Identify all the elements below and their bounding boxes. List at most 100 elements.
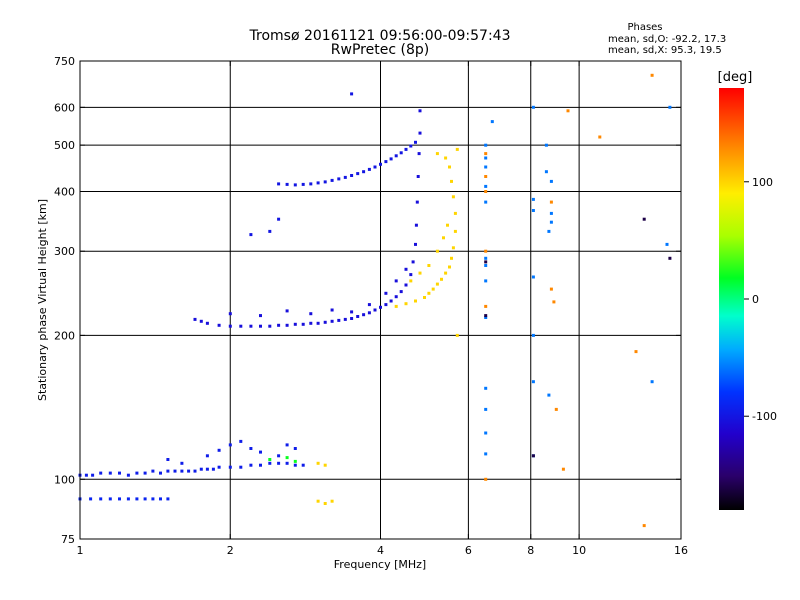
chart-subtitle: RwPretec (8p) [331, 42, 429, 58]
data-point [598, 135, 602, 139]
colorbar-unit: [deg] [718, 70, 753, 85]
data-point [435, 152, 439, 156]
data-point [427, 264, 431, 267]
data-point [531, 197, 535, 201]
data-point [180, 461, 184, 465]
data-point [91, 473, 95, 477]
data-point [418, 109, 422, 113]
y-tick-label: 600 [54, 101, 75, 114]
data-point [159, 497, 162, 501]
data-point [384, 160, 388, 164]
data-point [268, 461, 272, 465]
data-point [108, 471, 112, 475]
x-tick-label: 16 [674, 544, 688, 557]
data-point [217, 323, 221, 327]
data-point [484, 431, 488, 435]
data-point [362, 170, 366, 174]
data-point [442, 236, 445, 240]
data-point [418, 271, 422, 275]
data-point [384, 303, 388, 307]
data-point [451, 246, 455, 250]
data-point [650, 380, 654, 384]
data-point [484, 304, 488, 308]
data-point [399, 290, 403, 294]
data-point [259, 324, 262, 328]
data-point [277, 461, 281, 465]
x-tick-label: 6 [465, 544, 472, 557]
data-point [446, 223, 449, 227]
data-point [399, 151, 403, 155]
data-point [394, 279, 398, 283]
grid [80, 61, 681, 539]
y-tick-label: 75 [61, 533, 75, 546]
data-point [367, 303, 371, 307]
data-point [394, 295, 398, 299]
x-tick-label: 2 [227, 544, 234, 557]
data-point [323, 180, 327, 184]
data-point [259, 450, 262, 454]
data-point [285, 182, 289, 186]
data-point [484, 477, 488, 481]
data-point [118, 497, 121, 501]
data-point [350, 310, 354, 314]
data-point [549, 179, 553, 183]
data-point [323, 502, 327, 505]
data-point [484, 279, 488, 283]
data-point [126, 497, 130, 501]
chart-title: Tromsø 20161121 09:56:00-09:57:43 [249, 28, 511, 44]
data-point [205, 454, 209, 458]
data-point [404, 147, 408, 151]
data-point [277, 323, 281, 327]
data-point [316, 181, 320, 185]
data-point [293, 459, 297, 463]
data-point [330, 499, 334, 503]
data-point [309, 312, 313, 316]
data-point [404, 302, 408, 306]
data-point [484, 165, 488, 169]
data-point [373, 308, 377, 312]
data-point [531, 275, 535, 279]
data-point [151, 469, 155, 473]
colorbar-tick-label: -100 [752, 410, 777, 423]
data-point [301, 322, 305, 326]
data-point [285, 461, 289, 465]
data-point [301, 463, 305, 467]
data-point [205, 467, 209, 471]
data-point [414, 299, 417, 303]
data-point [239, 439, 243, 443]
stats-x-line: mean, sd,X: 95.3, 19.5 [608, 45, 722, 56]
data-point [293, 447, 297, 450]
data-point [228, 324, 232, 328]
data-point [277, 217, 281, 221]
data-point [409, 273, 413, 277]
data-point [277, 454, 281, 458]
data-point [84, 473, 88, 477]
data-point [484, 249, 488, 253]
data-point [448, 265, 451, 269]
data-point [414, 242, 417, 246]
data-point [350, 317, 354, 320]
data-point [268, 229, 272, 233]
data-point [249, 447, 253, 450]
data-point [323, 320, 327, 324]
data-point [549, 200, 553, 204]
data-point [356, 172, 360, 176]
data-point [450, 256, 453, 260]
colorbar-ticks: 100 0 -100 [744, 176, 777, 423]
stats-o-line: mean, sd,O: -92.2, 17.3 [608, 34, 726, 45]
data-point [135, 497, 139, 501]
data-point [268, 324, 272, 328]
data-point [228, 312, 232, 316]
data-point [293, 183, 297, 187]
data-point [249, 463, 253, 467]
y-tick-label: 200 [54, 329, 75, 342]
data-point [566, 109, 570, 113]
data-point [126, 473, 130, 477]
data-point [166, 458, 170, 461]
colorbar-tick-label: 100 [752, 176, 773, 189]
data-point [544, 170, 548, 174]
data-point [453, 229, 457, 233]
data-point [455, 333, 459, 337]
data-point [187, 469, 191, 473]
data-point [166, 469, 170, 473]
